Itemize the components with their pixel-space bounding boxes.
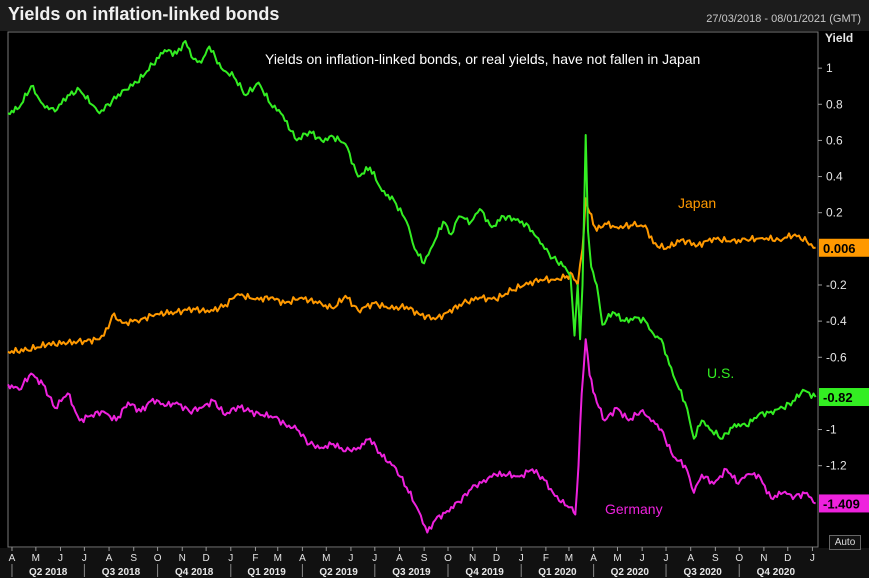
month-tick-label: J bbox=[664, 553, 669, 564]
month-tick-label: F bbox=[252, 553, 258, 564]
series-lines bbox=[7, 40, 817, 534]
y-tick-label: -1.2 bbox=[826, 459, 847, 473]
chart-title: Yields on inflation-linked bonds bbox=[8, 4, 280, 24]
y-tick-label: 1 bbox=[826, 61, 833, 75]
last-value-label: 0.006 bbox=[823, 241, 856, 256]
month-tick-label: O bbox=[444, 553, 452, 564]
month-tick-label: J bbox=[228, 553, 233, 564]
quarter-tick-label: Q3 2018 bbox=[102, 567, 141, 578]
last-value-label: -1.409 bbox=[823, 496, 860, 511]
x-axis: A M J J A S O N D J F M A M J J A S O N D J F M A M J J A S O N D J Q2 201… bbox=[0, 547, 869, 578]
month-tick-label: J bbox=[58, 553, 63, 564]
series-name-label: U.S. bbox=[707, 365, 734, 381]
month-tick-label: F bbox=[543, 553, 549, 564]
month-tick-label: D bbox=[203, 553, 210, 564]
quarter-tick-label: Q1 2020 bbox=[538, 567, 577, 578]
month-tick-label: M bbox=[32, 553, 40, 564]
month-tick-label: N bbox=[179, 553, 186, 564]
y-axis-label: Yield bbox=[825, 31, 853, 45]
series-name-label: Germany bbox=[605, 501, 663, 517]
month-tick-label: O bbox=[154, 553, 162, 564]
x-axis-band bbox=[0, 548, 869, 578]
series-labels: Japan 0.006 U.S. -0.82 Germany -1.409 bbox=[605, 195, 869, 517]
month-tick-label: M bbox=[613, 553, 621, 564]
month-tick-label: S bbox=[712, 553, 719, 564]
month-tick-label: A bbox=[106, 553, 113, 564]
y-axis: 1 0.8 0.6 0.4 0.2 -0.2 -0.4 -0.6 -1 -1.2 bbox=[818, 61, 847, 473]
quarter-tick-label: Q2 2019 bbox=[319, 567, 358, 578]
month-tick-label: J bbox=[810, 553, 815, 564]
y-tick-label: 0.4 bbox=[826, 170, 843, 184]
quarter-tick-label: Q3 2019 bbox=[392, 567, 431, 578]
month-tick-label: S bbox=[130, 553, 137, 564]
month-tick-label: J bbox=[82, 553, 87, 564]
month-tick-label: J bbox=[348, 553, 353, 564]
month-tick-label: A bbox=[590, 553, 597, 564]
series-line-japan bbox=[7, 197, 816, 354]
month-tick-label: M bbox=[565, 553, 573, 564]
month-tick-label: J bbox=[372, 553, 377, 564]
series-line-us bbox=[7, 40, 817, 440]
month-tick-label: A bbox=[687, 553, 694, 564]
series-name-label: Japan bbox=[678, 195, 716, 211]
month-tick-label: D bbox=[784, 553, 791, 564]
last-value-badge bbox=[819, 238, 869, 257]
series-line-germany bbox=[7, 338, 817, 534]
quarter-tick-label: Q4 2019 bbox=[465, 567, 504, 578]
y-tick-label: 0.6 bbox=[826, 133, 843, 147]
quarter-tick-label: Q4 2018 bbox=[175, 567, 214, 578]
last-value-label: -0.82 bbox=[823, 390, 853, 405]
y-tick-label: -1 bbox=[826, 423, 837, 437]
y-tick-label: -0.6 bbox=[826, 350, 847, 364]
quarter-tick-label: Q3 2020 bbox=[683, 567, 722, 578]
month-tick-label: D bbox=[493, 553, 500, 564]
month-tick-label: M bbox=[322, 553, 330, 564]
month-tick-label: N bbox=[469, 553, 476, 564]
month-tick-label: O bbox=[735, 553, 743, 564]
chart-header: Yields on inflation-linked bonds 27/03/2… bbox=[0, 0, 869, 31]
plot-border bbox=[7, 31, 819, 548]
chart-annotation: Yields on inflation-linked bonds, or rea… bbox=[265, 51, 700, 67]
quarter-tick-label: Q1 2019 bbox=[247, 567, 286, 578]
y-tick-label: 0.8 bbox=[826, 97, 843, 111]
month-tick-label: A bbox=[9, 553, 16, 564]
quarter-tick-label: Q4 2020 bbox=[757, 567, 796, 578]
last-value-badge bbox=[819, 388, 869, 407]
y-tick-label: -0.2 bbox=[826, 278, 847, 292]
month-tick-label: A bbox=[299, 553, 306, 564]
month-tick-label: A bbox=[396, 553, 403, 564]
y-tick-label: -0.4 bbox=[826, 314, 847, 328]
quarter-tick-label: Q2 2020 bbox=[611, 567, 650, 578]
date-range: 27/03/2018 - 08/01/2021 (GMT) bbox=[706, 13, 861, 25]
month-tick-label: J bbox=[519, 553, 524, 564]
month-tick-label: S bbox=[421, 553, 428, 564]
quarter-tick-label: Q2 2018 bbox=[29, 567, 68, 578]
last-value-badge bbox=[819, 494, 869, 513]
month-tick-label: J bbox=[640, 553, 645, 564]
month-tick-label: M bbox=[274, 553, 282, 564]
auto-scale-button[interactable]: Auto bbox=[829, 535, 861, 550]
plot-frame bbox=[7, 31, 819, 548]
month-tick-label: N bbox=[760, 553, 767, 564]
y-tick-label: 0.2 bbox=[826, 206, 843, 220]
